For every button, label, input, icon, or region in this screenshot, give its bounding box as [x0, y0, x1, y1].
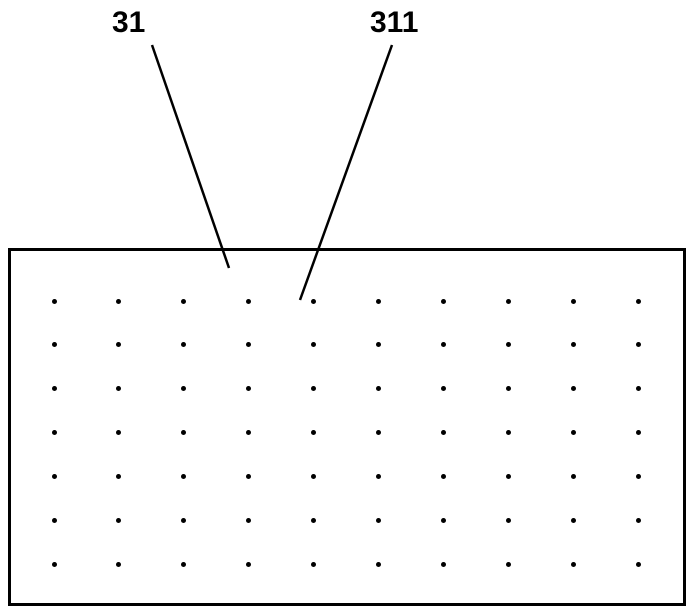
grid-dot	[571, 474, 576, 479]
grid-dot	[506, 562, 511, 567]
grid-dot	[246, 562, 251, 567]
grid-dot	[571, 562, 576, 567]
grid-dot	[246, 299, 251, 304]
grid-dot	[571, 430, 576, 435]
grid-dot	[52, 386, 57, 391]
grid-dot	[52, 474, 57, 479]
grid-dot	[571, 386, 576, 391]
grid-dot	[636, 299, 641, 304]
label-31: 31	[112, 6, 145, 40]
grid-dot	[52, 518, 57, 523]
grid-dot	[506, 299, 511, 304]
grid-dot	[506, 386, 511, 391]
grid-dot	[52, 430, 57, 435]
grid-dot	[311, 562, 316, 567]
grid-dot	[441, 386, 446, 391]
grid-dot	[52, 342, 57, 347]
grid-dot	[246, 518, 251, 523]
grid-dot	[571, 518, 576, 523]
grid-dot	[636, 430, 641, 435]
grid-dot	[311, 299, 316, 304]
grid-dot	[376, 299, 381, 304]
grid-dot	[636, 386, 641, 391]
grid-dot	[571, 299, 576, 304]
grid-dot	[441, 430, 446, 435]
grid-dot	[506, 518, 511, 523]
grid-dot	[636, 518, 641, 523]
grid-dot	[571, 342, 576, 347]
grid-dot	[506, 474, 511, 479]
grid-dot	[376, 518, 381, 523]
grid-dot	[311, 474, 316, 479]
grid-dot	[441, 518, 446, 523]
grid-dot	[636, 342, 641, 347]
grid-dot	[636, 474, 641, 479]
grid-dot	[441, 562, 446, 567]
grid-dot	[376, 562, 381, 567]
grid-dot	[506, 430, 511, 435]
grid-dot	[441, 474, 446, 479]
grid-dot	[441, 299, 446, 304]
grid-dot	[311, 518, 316, 523]
label-311: 311	[370, 6, 418, 40]
grid-dot	[181, 562, 186, 567]
grid-dot	[181, 299, 186, 304]
grid-dot	[636, 562, 641, 567]
grid-dot	[52, 299, 57, 304]
grid-dot	[246, 474, 251, 479]
outer-box	[8, 248, 686, 606]
leader-line-31	[152, 45, 229, 268]
grid-dot	[116, 562, 121, 567]
grid-dot	[52, 562, 57, 567]
grid-dot	[116, 299, 121, 304]
grid-dot	[376, 474, 381, 479]
grid-dot	[376, 430, 381, 435]
grid-dot	[181, 518, 186, 523]
